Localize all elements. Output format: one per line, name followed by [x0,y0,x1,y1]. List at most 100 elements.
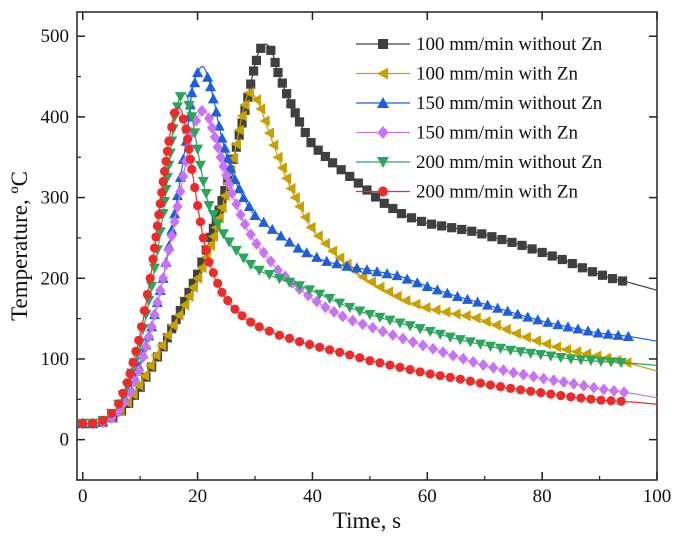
data-point [169,215,180,228]
data-point [484,341,496,352]
data-point [246,79,256,89]
data-point [292,242,304,253]
data-point [405,365,415,375]
y-tick-label: 300 [41,188,70,209]
data-point [617,276,628,286]
data-point [598,383,609,396]
data-point [512,308,524,319]
data-point [166,229,177,242]
data-point [495,382,506,392]
data-point [526,386,536,396]
legend-marker [377,126,389,139]
data-point [377,325,388,338]
data-point [320,301,331,314]
data-point [155,284,166,297]
data-point [149,263,161,274]
data-point [140,340,151,353]
data-point [588,381,599,394]
legend-item: 150 mm/min without Zn [356,93,603,114]
data-point [210,106,222,117]
data-point [532,314,544,325]
data-point [285,182,296,195]
data-point [230,138,241,150]
data-point [565,354,577,365]
data-point [154,210,164,220]
data-point [416,216,427,226]
data-point [510,328,521,340]
data-point [231,198,242,211]
data-point [280,270,291,283]
data-point [275,230,287,241]
data-point [236,110,247,122]
data-point [536,388,546,398]
data-point [472,296,484,307]
data-point [301,247,313,258]
data-point [186,112,198,123]
data-point [184,144,194,154]
data-point [163,244,174,257]
data-point [264,326,274,336]
data-point [417,339,429,352]
data-point [237,311,247,321]
data-point [183,101,195,112]
data-point [572,323,584,334]
data-point [223,237,235,248]
data-point [200,188,212,200]
x-tick-label: 20 [188,486,207,507]
data-point [391,290,402,302]
data-point [406,213,417,223]
data-point [169,208,181,219]
data-point [245,260,257,271]
data-point [568,377,579,390]
data-point [195,217,206,227]
data-point [384,315,396,326]
data-point [494,343,507,354]
data-point [174,92,186,103]
data-point [435,371,445,381]
data-point [311,251,323,262]
data-point [566,392,576,402]
data-point [222,152,234,163]
data-point [400,295,411,307]
series-3 [77,65,657,429]
data-point [164,136,174,146]
data-point [357,318,368,331]
data-point [490,319,501,331]
y-axis-title: Temperature, ºC [7,171,32,321]
data-point [578,379,589,392]
data-point [475,378,486,388]
data-point [248,66,259,76]
data-point [507,237,517,247]
data-point [396,209,407,219]
data-point [437,221,447,231]
data-point [597,270,608,280]
data-point [547,251,557,261]
data-point [197,257,207,267]
data-point [263,270,275,281]
data-point [616,396,626,406]
data-point [492,302,504,313]
legend-marker [377,157,389,168]
data-point [607,274,618,284]
data-point [455,374,465,384]
data-point [157,187,167,198]
data-point [183,290,194,302]
data-point [198,233,208,243]
data-point [230,245,242,257]
data-point [555,352,567,364]
legend-marker [377,97,389,108]
data-point [226,187,238,200]
data-point [255,103,266,115]
data-point [131,346,141,357]
data-point [345,171,355,182]
data-point [615,357,627,369]
data-point [224,178,235,191]
data-point [238,253,250,264]
data-point [444,332,456,343]
y-tick-label: 100 [41,349,70,370]
data-point [106,408,117,419]
data-point [480,316,491,328]
data-point [249,209,261,220]
data-point [181,124,191,134]
data-point [234,130,244,140]
